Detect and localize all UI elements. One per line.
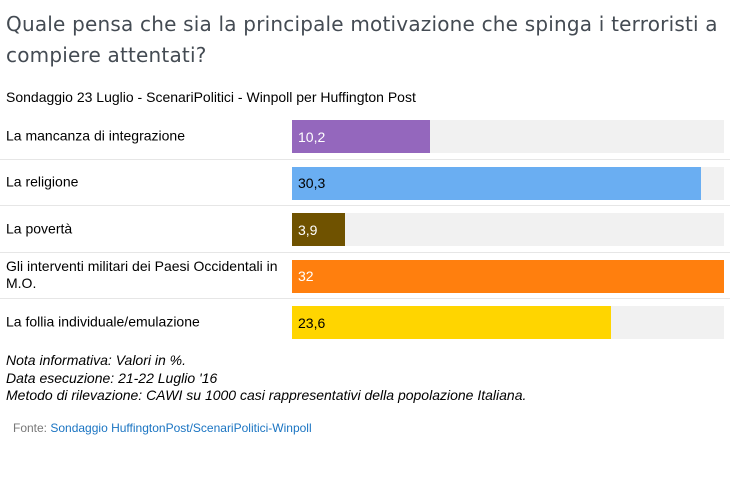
bar-track: 32: [292, 259, 724, 293]
bar-value-label: 23,6: [298, 314, 326, 331]
bar-track: 23,6: [292, 306, 724, 339]
bar: [292, 120, 430, 153]
bar: [292, 259, 724, 293]
notes: Nota informativa: Valori in %. Data esec…: [6, 352, 526, 405]
bar: [292, 213, 345, 246]
bar-value-label: 3,9: [298, 221, 318, 238]
source: Fonte: Sondaggio HuffingtonPost/ScenariP…: [13, 421, 312, 435]
source-prefix: Fonte:: [13, 421, 51, 435]
bar-row: La follia individuale/emulazione 23,6: [0, 299, 730, 346]
chart-title: Quale pensa che sia la principale motiva…: [6, 12, 718, 67]
category-label: La povertà: [6, 220, 73, 237]
bar-value-label: 10,2: [298, 128, 326, 145]
bar-chart: La mancanza di integrazione 10,2 La religi…: [0, 113, 730, 346]
bar-track: 10,2: [292, 120, 724, 153]
bar-row: La religione 30,3: [0, 160, 730, 206]
source-link[interactable]: Sondaggio HuffingtonPost/ScenariPolitici…: [50, 421, 312, 435]
bar-track: 30,3: [292, 166, 724, 200]
category-label: La religione: [6, 173, 79, 190]
bar-row: La povertà 3,9: [0, 206, 730, 253]
bar: [292, 166, 702, 200]
bar: [292, 306, 611, 339]
bar-row: La mancanza di integrazione 10,2: [0, 113, 730, 160]
bar-value-label: 30,3: [298, 175, 326, 191]
category-label: La mancanza di integrazione: [6, 127, 186, 144]
note-line: Data esecuzione: 21-22 Luglio '16: [6, 369, 218, 386]
chart-subtitle: Sondaggio 23 Luglio - ScenariPolitici - …: [6, 89, 416, 105]
category-label: La follia individuale/emulazione: [6, 313, 200, 330]
category-label: Gli interventi militari dei Paesi Occide…: [6, 258, 278, 292]
bar-value-label: 32: [298, 268, 314, 284]
note-line: Metodo di rilevazione: CAWI su 1000 casi…: [6, 387, 527, 403]
note-line: Nota informativa: Valori in %.: [6, 352, 186, 368]
bar-track: 3,9: [292, 213, 724, 246]
bar-row: Gli interventi militari dei Paesi Occide…: [0, 253, 730, 299]
